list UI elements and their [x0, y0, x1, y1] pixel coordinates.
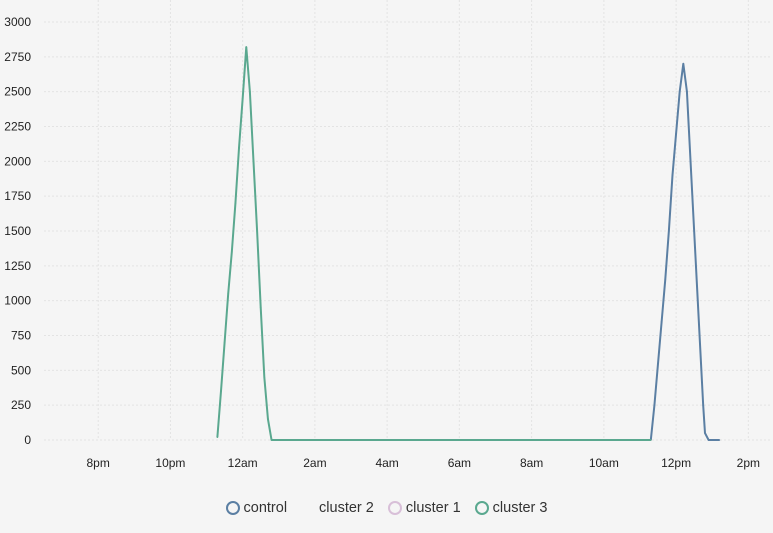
- data-point-cluster-3: [241, 97, 244, 100]
- y-tick-label: 1000: [4, 294, 31, 308]
- data-point-control: [657, 362, 659, 365]
- y-tick-label: 1250: [4, 259, 31, 273]
- data-point-cluster-3: [223, 341, 226, 344]
- y-tick-label: 2500: [4, 85, 31, 99]
- data-point-control: [660, 320, 663, 323]
- data-point-cluster-3: [259, 306, 262, 309]
- data-point-control: [718, 439, 721, 441]
- data-point-control: [668, 230, 670, 232]
- data-point-control: [664, 278, 667, 281]
- data-point-cluster-3: [270, 439, 273, 441]
- data-point-control: [689, 160, 692, 163]
- data-point-control: [704, 432, 706, 434]
- y-axis: 0 250 500 750 1000 1250 1500 1750 2000 2250 2500 27…: [4, 15, 31, 447]
- data-point-control: [686, 90, 688, 93]
- x-axis: 8pm 10pm 12am 2am 4am 6am 8am 10am 12pm 2pm: [87, 456, 760, 470]
- y-tick-label: 2250: [4, 120, 31, 134]
- y-tick-label: 2000: [4, 154, 31, 168]
- legend-item-cluster-1[interactable]: cluster 1: [387, 500, 461, 516]
- grid-layer: [44, 0, 770, 441]
- legend-marker-icon: [301, 501, 315, 515]
- data-point-cluster-3: [252, 160, 255, 163]
- legend-label: cluster 1: [405, 500, 461, 516]
- x-tick-label: 12am: [228, 456, 258, 470]
- data-point-control: [653, 404, 656, 406]
- plot-area: [216, 46, 721, 441]
- data-point-cluster-3: [245, 46, 248, 48]
- x-tick-label: 10pm: [155, 456, 185, 470]
- data-point-cluster-3: [263, 376, 266, 379]
- x-tick-label: 4am: [375, 456, 398, 470]
- series-line-control: [649, 62, 720, 441]
- data-point-cluster-3: [231, 251, 233, 253]
- y-tick-label: 3000: [4, 15, 31, 29]
- data-point-control: [678, 90, 681, 93]
- y-tick-label: 500: [11, 363, 31, 377]
- data-point-cluster-3: [234, 202, 237, 204]
- data-point-control: [693, 230, 695, 232]
- y-tick-label: 1750: [4, 189, 31, 203]
- data-point-cluster-3: [227, 292, 230, 295]
- data-point-cluster-3: [238, 146, 240, 149]
- legend-label: cluster 2: [319, 500, 374, 516]
- legend-label: control: [243, 500, 288, 516]
- legend: control cluster 2 cluster 1 cluster 3: [0, 496, 773, 520]
- x-tick-label: 2am: [303, 456, 326, 470]
- legend-marker-icon: [474, 501, 489, 515]
- y-tick-label: 2750: [4, 50, 31, 64]
- x-tick-label: 6am: [448, 456, 471, 470]
- y-tick-label: 0: [24, 433, 31, 447]
- legend-label: cluster 3: [492, 500, 548, 516]
- x-tick-label: 2pm: [737, 456, 760, 470]
- data-point-control: [675, 132, 677, 135]
- data-point-cluster-3: [220, 390, 222, 393]
- data-point-control: [696, 299, 699, 302]
- data-point-control: [671, 174, 674, 177]
- x-tick-label: 8pm: [87, 456, 110, 470]
- legend-item-cluster-3[interactable]: cluster 3: [474, 500, 548, 516]
- data-point-cluster-3: [650, 439, 652, 441]
- data-point-cluster-3: [256, 230, 258, 232]
- data-point-control: [707, 439, 710, 441]
- data-point-control: [682, 63, 685, 65]
- x-tick-label: 10am: [589, 456, 619, 470]
- data-point-cluster-3: [267, 418, 269, 420]
- y-tick-label: 750: [11, 329, 31, 343]
- y-tick-label: 250: [11, 398, 31, 412]
- legend-item-cluster-2[interactable]: cluster 2: [301, 500, 374, 516]
- data-point-cluster-3: [216, 436, 219, 439]
- x-tick-label: 8am: [520, 456, 543, 470]
- x-tick-label: 12pm: [661, 456, 691, 470]
- legend-marker-icon: [387, 501, 402, 515]
- legend-item-control[interactable]: control: [225, 500, 288, 516]
- legend-marker-icon: [225, 501, 240, 515]
- data-point-control: [702, 404, 704, 406]
- series-line-cluster-3: [216, 46, 651, 441]
- data-point-cluster-3: [249, 90, 251, 93]
- y-tick-label: 1500: [4, 224, 31, 238]
- data-point-control: [700, 369, 703, 372]
